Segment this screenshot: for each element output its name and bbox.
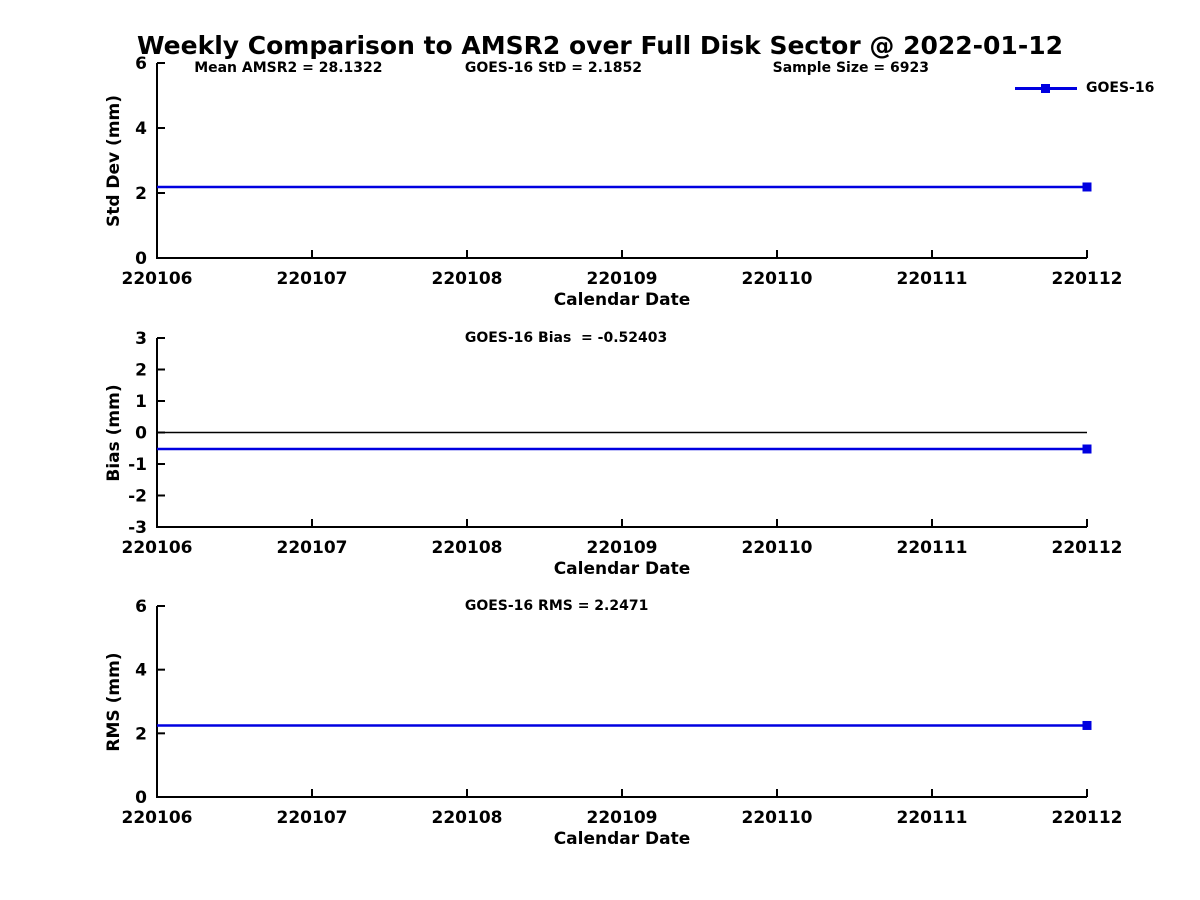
x-axis-title: Calendar Date	[554, 559, 691, 579]
stat-annotation: GOES-16 StD = 2.1852	[464, 60, 642, 76]
y-tick-label: -3	[128, 518, 147, 538]
x-axis-title: Calendar Date	[554, 829, 691, 849]
y-tick-label: 4	[135, 119, 147, 139]
legend-line-sample	[1015, 83, 1077, 93]
x-tick-label: 220111	[897, 808, 968, 828]
stat-annotation: Mean AMSR2 = 28.1322	[194, 60, 383, 76]
x-tick-label: 220110	[742, 538, 813, 558]
end-marker	[1082, 444, 1092, 454]
legend: GOES-16	[1015, 80, 1154, 96]
stat-annotation: GOES-16 RMS = 2.2471	[464, 598, 649, 614]
x-tick-label: 220108	[432, 808, 503, 828]
y-tick-label: 6	[135, 54, 147, 74]
y-tick-label: -1	[128, 455, 147, 475]
y-axis-title: Std Dev (mm)	[104, 94, 124, 227]
subplot-2: 0 2 4 6 220106 220107 220108 220109 220110 220111…	[122, 597, 1123, 849]
x-tick-label: 220109	[587, 808, 658, 828]
stat-annotation: Sample Size = 6923	[772, 60, 929, 76]
x-tick-label: 220107	[277, 269, 348, 289]
y-tick-label: 0	[135, 424, 147, 444]
end-marker	[1082, 720, 1092, 730]
y-tick-label: 2	[135, 724, 147, 744]
chart-title: Weekly Comparison to AMSR2 over Full Dis…	[136, 31, 1063, 60]
x-tick-label: 220111	[897, 269, 968, 289]
legend-label: GOES-16	[1086, 80, 1155, 96]
y-axis-title: Bias (mm)	[104, 383, 124, 482]
subplot-0: 0 2 4 6 220106 220107 220108 220109 220110 220111…	[122, 54, 1123, 310]
y-tick-label: 1	[135, 392, 147, 412]
x-tick-label: 220112	[1052, 808, 1123, 828]
x-tick-label: 220107	[277, 538, 348, 558]
y-tick-label: 3	[135, 329, 147, 349]
y-tick-label: 0	[135, 788, 147, 808]
x-tick-label: 220109	[587, 538, 658, 558]
y-tick-label: 4	[135, 661, 147, 681]
x-tick-label: 220109	[587, 269, 658, 289]
y-tick-label: 0	[135, 249, 147, 269]
y-tick-label: 2	[135, 361, 147, 381]
x-tick-label: 220106	[122, 808, 193, 828]
x-tick-label: 220110	[742, 808, 813, 828]
y-tick-label: 2	[135, 184, 147, 204]
x-tick-label: 220112	[1052, 538, 1123, 558]
legend-square-marker-icon	[1041, 83, 1050, 93]
y-tick-label: 6	[135, 597, 147, 617]
x-tick-label: 220108	[432, 269, 503, 289]
x-tick-label: 220107	[277, 808, 348, 828]
x-tick-label: 220110	[742, 269, 813, 289]
x-tick-label: 220108	[432, 538, 503, 558]
x-tick-label: 220106	[122, 269, 193, 289]
x-tick-label: 220106	[122, 538, 193, 558]
stat-annotation: GOES-16 Bias = -0.52403	[464, 330, 668, 346]
x-tick-label: 220111	[897, 538, 968, 558]
x-axis-title: Calendar Date	[554, 290, 691, 310]
y-axis-title: RMS (mm)	[104, 651, 124, 752]
y-tick-label: -2	[128, 487, 147, 507]
x-tick-label: 220112	[1052, 269, 1123, 289]
end-marker	[1082, 182, 1092, 192]
